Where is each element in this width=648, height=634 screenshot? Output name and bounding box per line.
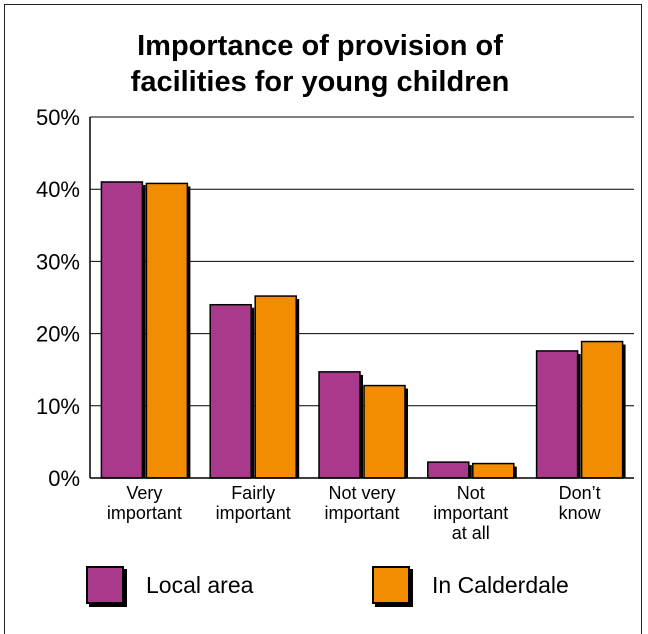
chart-title-line-1: Importance of provision of xyxy=(137,30,503,62)
legend-label-in-calderdale: In Calderdale xyxy=(432,571,569,598)
legend-item-in-calderdale: In Calderdale xyxy=(372,566,569,604)
chart-title: Importance of provision of facilities fo… xyxy=(40,28,600,100)
y-tick-label: 0% xyxy=(48,466,80,491)
bar-local-area xyxy=(535,350,579,479)
y-tick-label: 10% xyxy=(36,394,80,419)
legend-swatch-local-area xyxy=(86,566,124,604)
x-category-label: at all xyxy=(452,523,490,543)
x-category-label: Not very xyxy=(328,483,395,503)
bar-in-calderdale xyxy=(580,340,624,479)
x-category-label: Not xyxy=(457,483,485,503)
y-tick-label: 20% xyxy=(36,322,80,347)
legend-swatch-in-calderdale xyxy=(372,566,410,604)
x-category-label: Very xyxy=(126,483,162,503)
bar-local-area xyxy=(427,461,470,479)
bar-local-area xyxy=(209,303,252,479)
legend-item-local-area: Local area xyxy=(86,566,253,604)
bar-in-calderdale xyxy=(145,182,189,479)
y-tick-labels: 0% 10% 20% 30% 40% 50% xyxy=(36,105,80,491)
axes xyxy=(89,117,634,479)
bar-in-calderdale xyxy=(363,384,406,479)
chart-title-line-2: facilities for young children xyxy=(130,66,510,98)
x-category-label: important xyxy=(216,503,291,523)
x-category-label: important xyxy=(433,503,508,523)
bar-local-area xyxy=(318,371,361,479)
x-category-label: Fairly xyxy=(231,483,275,503)
legend: Local area In Calderdale xyxy=(0,566,648,612)
bar-local-area xyxy=(100,181,144,479)
x-category-label: important xyxy=(324,503,399,523)
y-tick-label: 50% xyxy=(36,105,80,130)
bars xyxy=(100,181,626,479)
x-category-label: know xyxy=(559,503,602,523)
bar-in-calderdale xyxy=(254,295,297,479)
y-tick-label: 40% xyxy=(36,177,80,202)
y-tick-label: 30% xyxy=(36,249,80,274)
x-category-label: Don’t xyxy=(559,483,601,503)
legend-label-local-area: Local area xyxy=(146,571,254,598)
x-category-label: important xyxy=(107,503,182,523)
bar-in-calderdale xyxy=(472,462,515,479)
